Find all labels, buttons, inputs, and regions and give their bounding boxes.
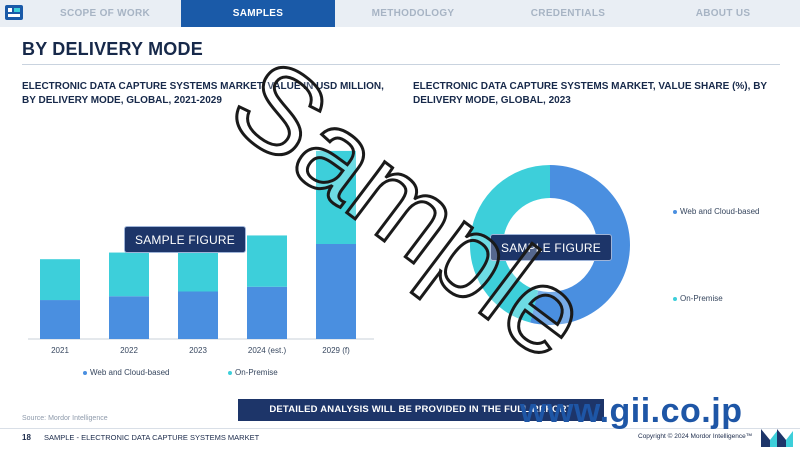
bar-onprem-0 xyxy=(40,259,80,301)
title-divider xyxy=(22,64,780,65)
company-logo-icon xyxy=(5,5,23,20)
bar-web-2 xyxy=(178,291,218,339)
x-tick-label-1: 2022 xyxy=(120,346,138,355)
donut-legend-web: Web and Cloud-based xyxy=(673,207,759,216)
page-title: BY DELIVERY MODE xyxy=(22,39,203,59)
tab-samples[interactable]: SAMPLES xyxy=(181,0,335,27)
legend-swatch-onprem xyxy=(228,370,232,375)
bar-web-1 xyxy=(109,296,149,339)
donut-slice-onprem xyxy=(470,165,550,323)
x-tick-label-2: 2023 xyxy=(189,346,207,355)
bar-legend-onprem: On-Premise xyxy=(228,368,278,377)
donut-legend-onprem: On-Premise xyxy=(673,294,723,303)
full-report-banner: DETAILED ANALYSIS WILL BE PROVIDED IN TH… xyxy=(238,399,604,421)
stacked-bar-chart: 2021 2022 2023 2024 (est.) 2029 (f) xyxy=(28,150,374,355)
copyright-text: Copyright © 2024 Mordor Intelligence™ xyxy=(638,433,753,440)
bar-legend-web-label: Web and Cloud-based xyxy=(90,368,170,377)
bar-web-0 xyxy=(40,300,80,339)
donut-legend-swatch-web xyxy=(673,209,677,214)
footer-report-name: SAMPLE - ELECTRONIC DATA CAPTURE SYSTEMS… xyxy=(44,433,260,442)
donut-legend-swatch-onprem xyxy=(673,296,677,301)
sample-figure-badge-right: SAMPLE FIGURE xyxy=(490,234,612,261)
page-number: 18 xyxy=(22,433,31,442)
tab-about-us[interactable]: ABOUT US xyxy=(695,8,751,19)
donut-legend-onprem-label: On-Premise xyxy=(680,294,723,303)
gii-watermark-logo: www.gii.co.jp xyxy=(520,392,743,430)
footer-divider xyxy=(0,428,800,429)
bar-legend-onprem-label: On-Premise xyxy=(235,368,278,377)
donut-slice-web xyxy=(530,165,630,325)
bar-onprem-4 xyxy=(316,150,356,244)
bar-chart-title: ELECTRONIC DATA CAPTURE SYSTEMS MARKET, … xyxy=(22,81,384,106)
bar-onprem-3 xyxy=(247,235,287,287)
x-tick-label-3: 2024 (est.) xyxy=(248,346,287,355)
bar-legend-web: Web and Cloud-based xyxy=(83,368,169,377)
donut-legend-web-label: Web and Cloud-based xyxy=(680,207,760,216)
mordor-logo-icon xyxy=(761,429,793,447)
top-navigation: SCOPE OF WORK SAMPLES METHODOLOGY CREDEN… xyxy=(0,0,800,27)
bar-web-4 xyxy=(316,244,356,339)
source-note: Source: Mordor Intelligence xyxy=(22,415,108,422)
donut-chart xyxy=(470,165,630,325)
legend-swatch-web xyxy=(83,370,87,375)
tab-credentials[interactable]: CREDENTIALS xyxy=(530,8,606,19)
x-tick-label-4: 2029 (f) xyxy=(322,346,350,355)
tab-scope-of-work[interactable]: SCOPE OF WORK xyxy=(59,8,150,19)
tab-methodology[interactable]: METHODOLOGY xyxy=(371,8,455,19)
bar-web-3 xyxy=(247,286,287,339)
bar-onprem-1 xyxy=(109,252,149,297)
x-tick-label-0: 2021 xyxy=(51,346,69,355)
sample-figure-badge-left: SAMPLE FIGURE xyxy=(124,226,246,253)
donut-chart-title: ELECTRONIC DATA CAPTURE SYSTEMS MARKET, … xyxy=(413,81,767,106)
